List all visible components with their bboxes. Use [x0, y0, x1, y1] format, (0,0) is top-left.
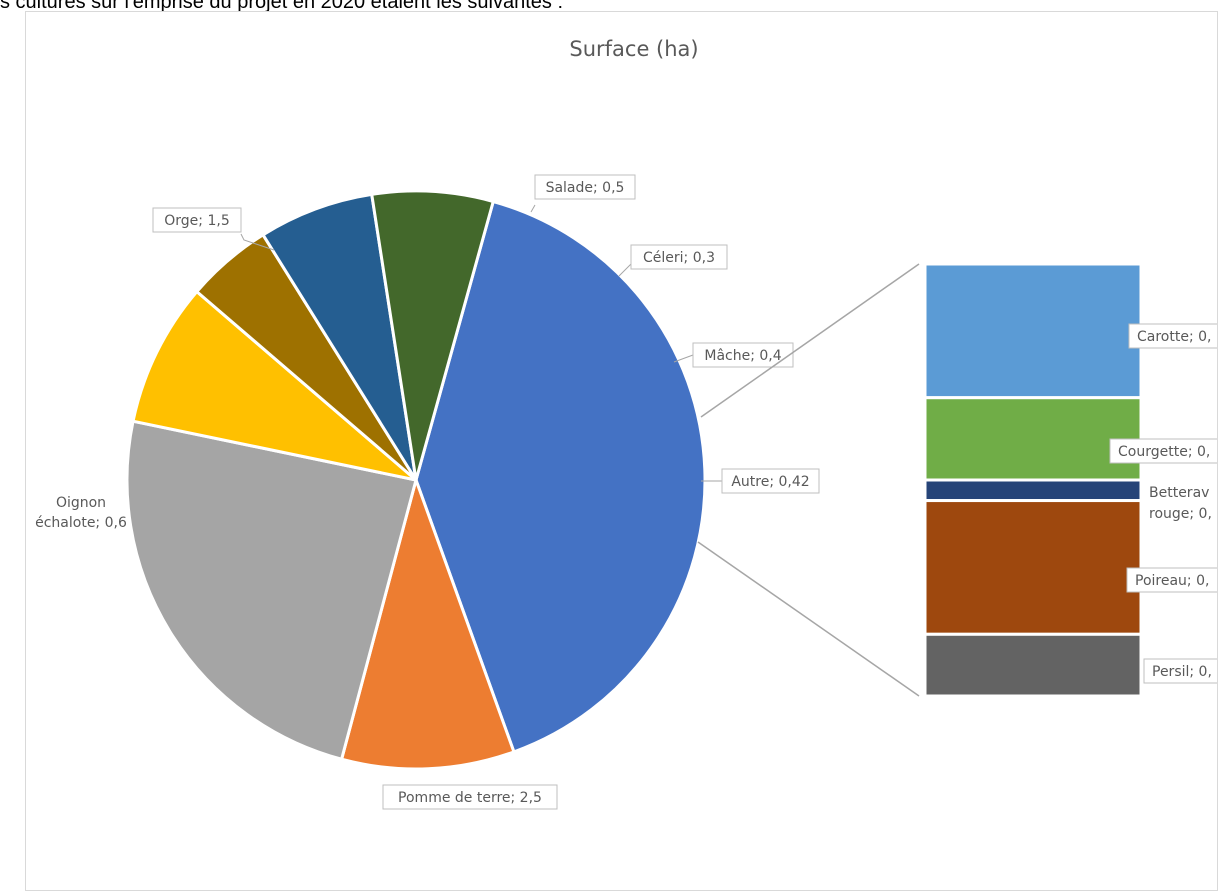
bar-label-box-persil — [1143, 658, 1217, 684]
data-label-autre: Autre; 0,42 — [731, 474, 809, 490]
bar-label-carotte: Carotte; 0, — [1137, 329, 1211, 345]
data-label-box-salade — [534, 174, 636, 200]
bar-segment-carotte — [923, 262, 1143, 400]
bar-label-box-courgette — [1109, 438, 1217, 464]
leader-line-orge — [240, 233, 275, 251]
connector-line-bottom — [697, 541, 920, 697]
pie-slice-mache — [260, 192, 418, 481]
bar-segment-poireau — [923, 499, 1143, 636]
pie-slice-pomme-de-terre — [414, 199, 707, 754]
pie-slice-orge — [125, 419, 418, 762]
chart-title: Surface (ha) — [569, 37, 698, 61]
pie-slice-oignon-echalote — [339, 474, 516, 771]
data-label-oignon-echalote-line-1: Oignon — [56, 495, 106, 511]
data-label-celeri: Céleri; 0,3 — [643, 250, 715, 266]
bar-label-box-carotte — [1128, 323, 1217, 349]
bar-label-courgette: Courgette; 0, — [1118, 444, 1210, 460]
data-label-box-autre — [721, 468, 820, 494]
bar-label-betterave-rouge-line-2: rouge; 0, — [1149, 506, 1212, 522]
bar-label-box-poireau — [1126, 567, 1217, 593]
data-label-oignon-echalote-line-2: échalote; 0,6 — [35, 515, 127, 531]
bar-label-persil: Persil; 0, — [1152, 664, 1212, 680]
pie-slice-salade — [131, 289, 417, 482]
data-label-mache: Mâche; 0,4 — [704, 348, 781, 364]
data-label-orge: Orge; 1,5 — [164, 213, 229, 229]
bar-segment-betterave-rouge — [923, 478, 1143, 503]
caption-text: s cultures sur l'emprise du projet en 20… — [0, 0, 564, 13]
leader-line-mache — [673, 354, 694, 363]
data-label-box-orge — [152, 207, 242, 233]
bar-segment-courgette — [923, 396, 1143, 482]
bar-label-betterave-rouge-line-1: Betterav — [1149, 485, 1209, 501]
leader-line-celeri — [618, 263, 632, 277]
pie-slice-autre — [370, 189, 496, 481]
chart-area[interactable]: Surface (ha) Pomme de terre; 2,5 Oignon éch… — [25, 11, 1218, 891]
data-label-pomme-de-terre: Pomme de terre; 2,5 — [398, 790, 542, 806]
data-label-box-celeri — [630, 244, 728, 270]
bar-segment-persil — [923, 632, 1143, 698]
bar-label-poireau: Poireau; 0, — [1135, 573, 1209, 589]
bar-of-pie-chart: Surface (ha) Pomme de terre; 2,5 Oignon éch… — [35, 37, 1217, 810]
data-label-salade: Salade; 0,5 — [546, 180, 625, 196]
leader-line-salade — [530, 204, 536, 213]
connector-line-top — [700, 263, 920, 418]
data-label-box-mache — [692, 342, 794, 368]
data-label-box-pomme-de-terre — [382, 784, 558, 810]
